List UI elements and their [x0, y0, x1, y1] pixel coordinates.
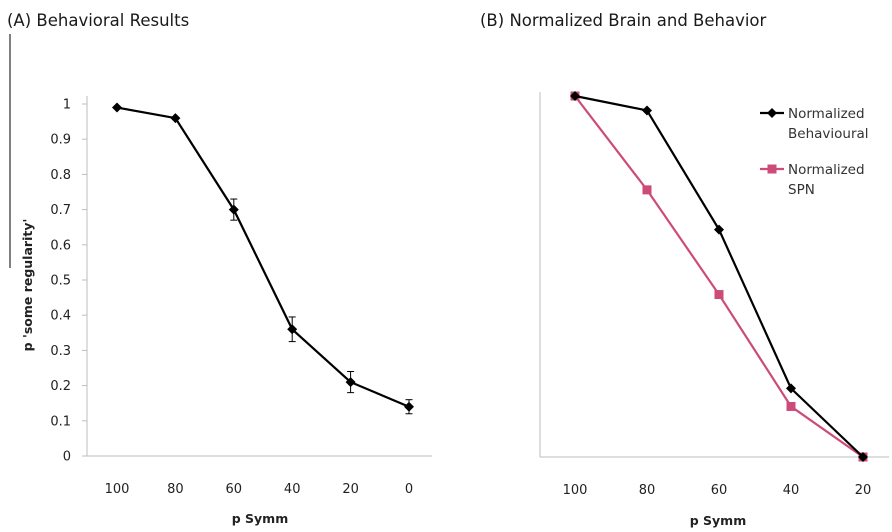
panel-a-title: (A) Behavioral Results — [7, 11, 189, 30]
panel-a-y-tick-label: 0.8 — [50, 168, 71, 183]
panel-b-data-point — [858, 452, 868, 462]
panel-a-y-tick-label: 0 — [63, 450, 71, 465]
panel-a-data-point — [345, 377, 356, 388]
panel-b-legend-label-line: Normalized — [788, 162, 865, 178]
panel-b-x-tick-label: 60 — [711, 483, 728, 498]
panel-a-y-tick-label: 1 — [63, 98, 71, 113]
panel-b-chart: (B) Normalized Brain and Behavior 100 80 6… — [480, 11, 889, 528]
panel-a-x-tick-label: 20 — [342, 482, 359, 497]
panel-a-y-tick-label: 0.6 — [50, 238, 71, 253]
panel-a-x-ticks: 100 80 60 40 20 0 — [105, 482, 414, 497]
panel-a-x-tick-label: 0 — [405, 482, 413, 497]
panel-b-x-tick-label: 20 — [855, 483, 872, 498]
panel-a-series — [112, 102, 414, 415]
panel-b-legend-marker — [767, 108, 777, 118]
panel-a-y-tick-label: 0.9 — [50, 133, 71, 148]
panel-a-x-axis-label: p Symm — [232, 511, 289, 526]
panel-b-legend-label-line: Normalized — [788, 106, 865, 122]
panel-b-x-tick-label: 80 — [639, 483, 656, 498]
panel-b-legend: Normalized Behavioural Normalized SPN — [760, 106, 869, 198]
panel-a-y-tick-label: 0.4 — [50, 309, 71, 324]
panel-b-legend-label: Normalized SPN — [788, 162, 865, 198]
panel-a-y-tick-label: 0.7 — [50, 203, 71, 218]
panel-b-series-line — [574, 94, 864, 458]
panel-a-y-ticks: 0 0.1 0.2 0.3 0.4 0.5 0.6 0.7 0.8 0.9 1 — [50, 98, 87, 465]
panel-b-x-tick-label: 40 — [783, 483, 800, 498]
panel-b-data-point — [570, 91, 580, 101]
panel-a-data-point — [287, 324, 298, 335]
panel-a-y-tick-label: 0.3 — [50, 344, 71, 359]
panel-a-x-tick-label: 40 — [284, 482, 301, 497]
panel-b-data-point — [714, 224, 724, 235]
panel-b-title: (B) Normalized Brain and Behavior — [480, 11, 767, 30]
panel-a-x-tick-label: 100 — [105, 482, 130, 497]
panel-b-legend-marker — [767, 164, 777, 174]
panel-a-y-axis-label: p 'some regularity' — [20, 219, 35, 352]
panel-a-y-tick-label: 0.2 — [50, 379, 71, 394]
panel-b-x-axis-label: p Symm — [690, 513, 747, 528]
panel-a-y-tick-label: 0.5 — [50, 274, 71, 289]
panel-b-data-point — [642, 185, 652, 195]
panel-b-data-point — [642, 105, 652, 116]
panel-a-chart: (A) Behavioral Results 00.10.20.30.40.50… — [7, 11, 432, 526]
panel-b-series-line — [574, 95, 864, 458]
panel-b-data-point — [786, 383, 796, 394]
panel-b-legend-label-line: Behavioural — [788, 126, 869, 142]
panel-a-data-point — [404, 401, 414, 412]
panel-b-x-tick-label: 100 — [563, 483, 588, 498]
panel-b-x-ticks: 100 80 60 40 20 — [563, 483, 872, 498]
panel-b-data-point — [786, 401, 796, 411]
panel-b-legend-label: Normalized Behavioural — [788, 106, 869, 142]
panel-a-series-line — [116, 106, 410, 408]
panel-a-x-tick-label: 80 — [167, 482, 184, 497]
panel-a-y-tick-label: 0.1 — [50, 414, 71, 429]
panel-b-legend-label-line: SPN — [788, 182, 815, 198]
panel-a-x-tick-label: 60 — [226, 482, 243, 497]
panel-b-series — [570, 91, 868, 462]
panel-a-data-point — [228, 204, 239, 215]
panel-a-data-point — [170, 113, 181, 124]
panel-a-data-point — [112, 102, 122, 113]
panel-b-data-point — [714, 290, 724, 300]
